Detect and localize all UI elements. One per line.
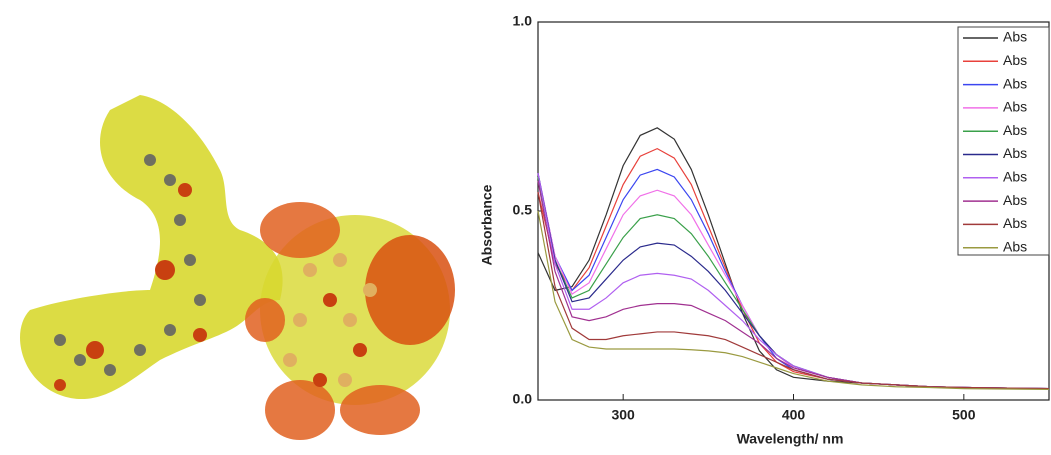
y-axis-label: Absorbance — [479, 184, 495, 265]
figure: Wavelength/ nm Absorbance 300 400 500 0.0 0.… — [0, 0, 1051, 455]
y-tick-label: 1.0 — [513, 13, 533, 29]
lobe — [245, 298, 285, 342]
legend-label: Abs — [1003, 145, 1027, 161]
legend-label: Abs — [1003, 99, 1027, 115]
legend-label: Abs — [1003, 122, 1027, 138]
legend-label: Abs — [1003, 29, 1027, 45]
y-tick-label: 0.0 — [513, 391, 533, 407]
x-axis-label: Wavelength/ nm — [737, 431, 844, 447]
x-tick-label: 300 — [611, 407, 635, 423]
lobe — [260, 202, 340, 258]
y-tick-label: 0.5 — [513, 202, 533, 218]
chart: Wavelength/ nm Absorbance 300 400 500 0.0 0.… — [479, 13, 1049, 447]
legend-label: Abs — [1003, 75, 1027, 91]
lobe — [340, 385, 420, 435]
isosurface — [20, 95, 283, 399]
legend-label: Abs — [1003, 238, 1027, 254]
lobe — [365, 235, 455, 345]
legend-label: Abs — [1003, 52, 1027, 68]
legend-label: Abs — [1003, 215, 1027, 231]
x-tick-label: 400 — [782, 407, 806, 423]
molecule-image — [20, 95, 455, 440]
lobe — [265, 380, 335, 440]
legend-label: Abs — [1003, 169, 1027, 185]
legend-label: Abs — [1003, 192, 1027, 208]
x-tick-label: 500 — [952, 407, 976, 423]
